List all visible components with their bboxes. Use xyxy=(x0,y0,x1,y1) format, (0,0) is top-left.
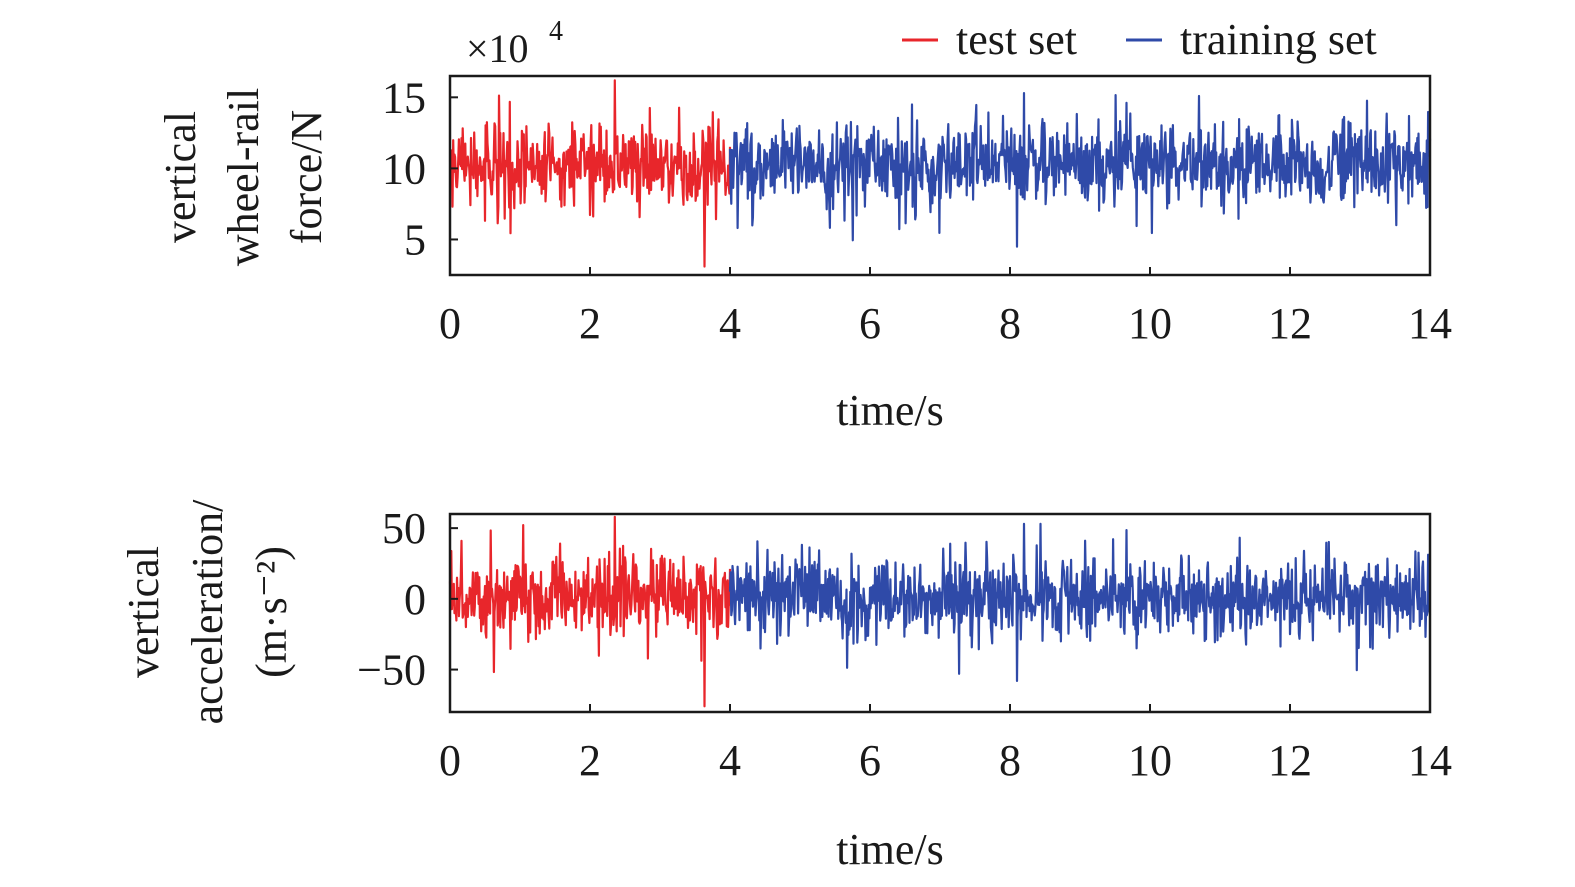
multiplier-base: ×10 xyxy=(466,26,529,71)
y-tick-label: 0 xyxy=(404,575,426,624)
legend-label-test: test set xyxy=(956,15,1077,64)
y-tick-label: −50 xyxy=(357,646,426,695)
chart1-plot-area: 0 2 4 6 8 10 12 14 5 10 15 xyxy=(382,73,1452,348)
series-line-training xyxy=(728,522,1432,683)
x-tick-label: 0 xyxy=(439,736,461,785)
y-tick-label: 10 xyxy=(382,144,426,193)
x-tick-label: 12 xyxy=(1268,299,1312,348)
x-tick-label: 4 xyxy=(719,736,741,785)
chart2-plot-area: 0 2 4 6 8 10 12 14 −50 0 50 xyxy=(357,504,1452,785)
multiplier-exponent: 4 xyxy=(549,16,563,47)
x-tick-label: 6 xyxy=(859,736,881,785)
chart2-ylabel: vertical acceleration/ (m·s⁻²) xyxy=(119,499,296,725)
legend-label-training: training set xyxy=(1180,15,1377,64)
plot-frame xyxy=(448,74,1432,277)
chart1-ylabel: vertical wheel-rail force/N xyxy=(156,88,331,266)
x-tick-label: 2 xyxy=(579,299,601,348)
x-tick-label: 8 xyxy=(999,736,1021,785)
y-tick-label: 50 xyxy=(382,504,426,553)
y-tick-label: 15 xyxy=(382,73,426,122)
x-tick-label: 4 xyxy=(719,299,741,348)
x-tick-label: 6 xyxy=(859,299,881,348)
series-line-test xyxy=(448,79,732,268)
x-tick-label: 2 xyxy=(579,736,601,785)
legend: test set training set xyxy=(902,15,1377,64)
x-tick-label: 8 xyxy=(999,299,1021,348)
chart2-ylabel-line1: vertical xyxy=(119,546,168,678)
x-tick-label: 14 xyxy=(1408,736,1452,785)
x-tick-label: 10 xyxy=(1128,299,1172,348)
series-line-training xyxy=(728,91,1432,248)
x-tick-label: 14 xyxy=(1408,299,1452,348)
chart1-xlabel: time/s xyxy=(836,386,944,435)
chart1-ylabel-line1: vertical xyxy=(156,111,205,243)
series-line-test xyxy=(448,515,732,708)
chart1-ylabel-line2: wheel-rail xyxy=(219,88,268,266)
chart2-xlabel: time/s xyxy=(836,825,944,874)
chart2-ylabel-line2: acceleration/ xyxy=(183,499,232,725)
y-multiplier: ×10 4 xyxy=(466,16,563,71)
x-tick-label: 0 xyxy=(439,299,461,348)
y-tick-label: 5 xyxy=(404,215,426,264)
chart1-ylabel-line3: force/N xyxy=(282,110,331,244)
x-tick-label: 12 xyxy=(1268,736,1312,785)
x-tick-label: 10 xyxy=(1128,736,1172,785)
chart2-ylabel-line3: (m·s⁻²) xyxy=(247,546,296,678)
plot-frame xyxy=(448,512,1432,714)
